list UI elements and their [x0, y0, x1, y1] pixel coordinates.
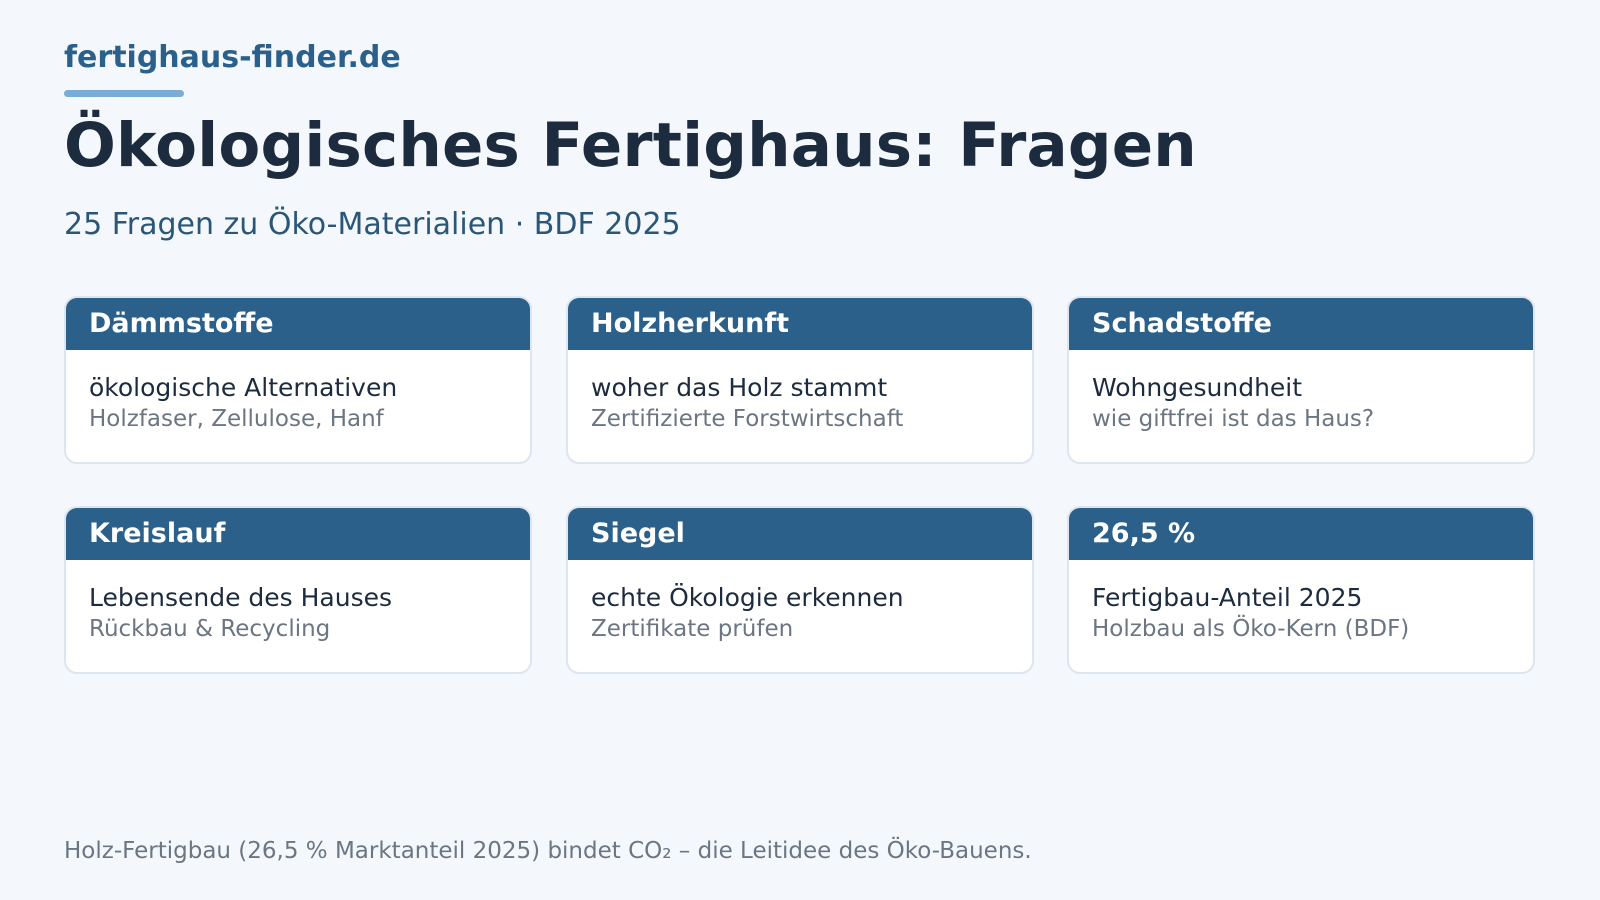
- card-header: Kreislauf: [66, 508, 530, 560]
- footer-note: Holz-Fertigbau (26,5 % Marktanteil 2025)…: [64, 838, 1032, 864]
- card-header: Siegel: [568, 508, 1032, 560]
- card-sub-text: Holzfaser, Zellulose, Hanf: [89, 406, 384, 432]
- card-schadstoffe: Schadstoffe Wohngesundheit wie giftfrei …: [1067, 296, 1535, 464]
- card-sub-text: wie giftfrei ist das Haus?: [1092, 406, 1375, 432]
- card-siegel: Siegel echte Ökologie erkennen Zertifika…: [566, 506, 1034, 674]
- page-title: Ökologisches Fertighaus: Fragen: [64, 110, 1197, 181]
- card-sub-text: Rückbau & Recycling: [89, 616, 331, 642]
- card-sub-text: Holzbau als Öko-Kern (BDF): [1092, 616, 1410, 642]
- card-header: Holzherkunft: [568, 298, 1032, 350]
- card-marktanteil: 26,5 % Fertigbau-Anteil 2025 Holzbau als…: [1067, 506, 1535, 674]
- card-main-text: Wohngesundheit: [1092, 373, 1303, 402]
- card-sub-text: Zertifikate prüfen: [591, 616, 794, 642]
- card-holzherkunft: Holzherkunft woher das Holz stammt Zerti…: [566, 296, 1034, 464]
- site-brand: fertighaus-finder.de: [64, 40, 401, 75]
- card-main-text: woher das Holz stammt: [591, 373, 888, 402]
- page-subtitle: 25 Fragen zu Öko-Materialien · BDF 2025: [64, 207, 681, 242]
- card-daemmstoffe: Dämmstoffe ökologische Alternativen Holz…: [64, 296, 532, 464]
- card-main-text: Fertigbau-Anteil 2025: [1092, 583, 1363, 612]
- card-header: Schadstoffe: [1069, 298, 1533, 350]
- card-header: 26,5 %: [1069, 508, 1533, 560]
- card-main-text: echte Ökologie erkennen: [591, 583, 904, 612]
- brand-underline: [64, 90, 184, 97]
- card-kreislauf: Kreislauf Lebensende des Hauses Rückbau …: [64, 506, 532, 674]
- card-sub-text: Zertifizierte Forstwirtschaft: [591, 406, 904, 432]
- card-main-text: Lebensende des Hauses: [89, 583, 393, 612]
- card-main-text: ökologische Alternativen: [89, 373, 398, 402]
- card-header: Dämmstoffe: [66, 298, 530, 350]
